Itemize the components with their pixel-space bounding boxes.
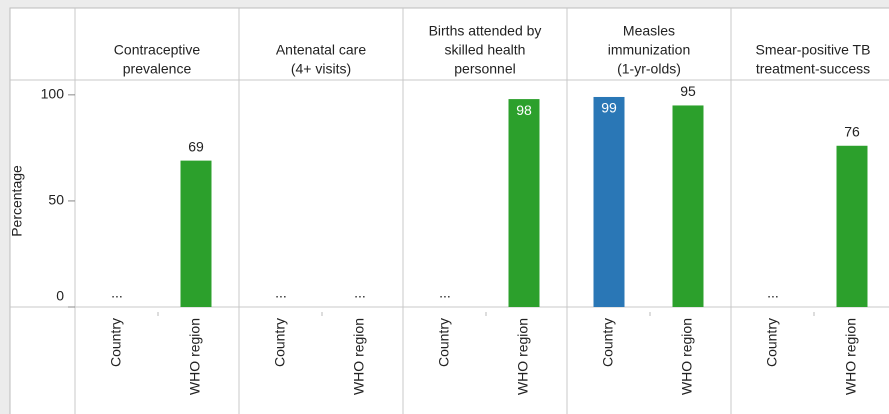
panel-title: skilled health [445, 42, 526, 58]
missing-label: ... [275, 285, 287, 301]
x-tick-label: WHO region [187, 318, 203, 395]
value-label: 76 [844, 123, 860, 139]
bar [593, 96, 625, 308]
y-tick-label: 0 [56, 288, 64, 304]
panel-title: immunization [608, 42, 690, 58]
y-axis-label: Percentage [9, 165, 25, 237]
missing-label: ... [439, 285, 451, 301]
value-label: 69 [188, 138, 204, 154]
missing-label: ... [354, 285, 366, 301]
bar [180, 160, 212, 307]
panel-title: treatment-success [756, 61, 870, 77]
missing-label: ... [767, 285, 779, 301]
panel-title: personnel [454, 61, 516, 77]
x-tick-label: Country [436, 318, 452, 367]
missing-label: ... [111, 285, 123, 301]
x-tick-label: WHO region [515, 318, 531, 395]
x-tick-label: Country [108, 318, 124, 367]
x-tick-label: Country [600, 318, 616, 367]
value-label: 98 [516, 102, 532, 118]
bar [836, 145, 868, 307]
frame [9, 7, 889, 414]
panel-title: (4+ visits) [291, 61, 351, 77]
x-tick-label: Country [272, 318, 288, 367]
panel-title: prevalence [123, 61, 192, 77]
x-tick-label: WHO region [351, 318, 367, 395]
panel-title: Smear-positive TB [756, 42, 871, 58]
y-tick-label: 50 [48, 192, 64, 208]
bar [672, 105, 704, 307]
x-tick-label: WHO region [679, 318, 695, 395]
x-tick-label: WHO region [843, 318, 859, 395]
panel-title: (1-yr-olds) [617, 61, 681, 77]
panel-title: Contraceptive [114, 42, 201, 58]
bar [508, 99, 540, 307]
y-tick-label: 100 [41, 86, 65, 102]
x-tick-label: Country [764, 318, 780, 367]
panel-title: Measles [623, 23, 675, 39]
value-label: 99 [601, 100, 617, 116]
panel-title: Antenatal care [276, 42, 366, 58]
panel-title: Births attended by [429, 23, 542, 39]
value-label: 95 [680, 83, 696, 99]
